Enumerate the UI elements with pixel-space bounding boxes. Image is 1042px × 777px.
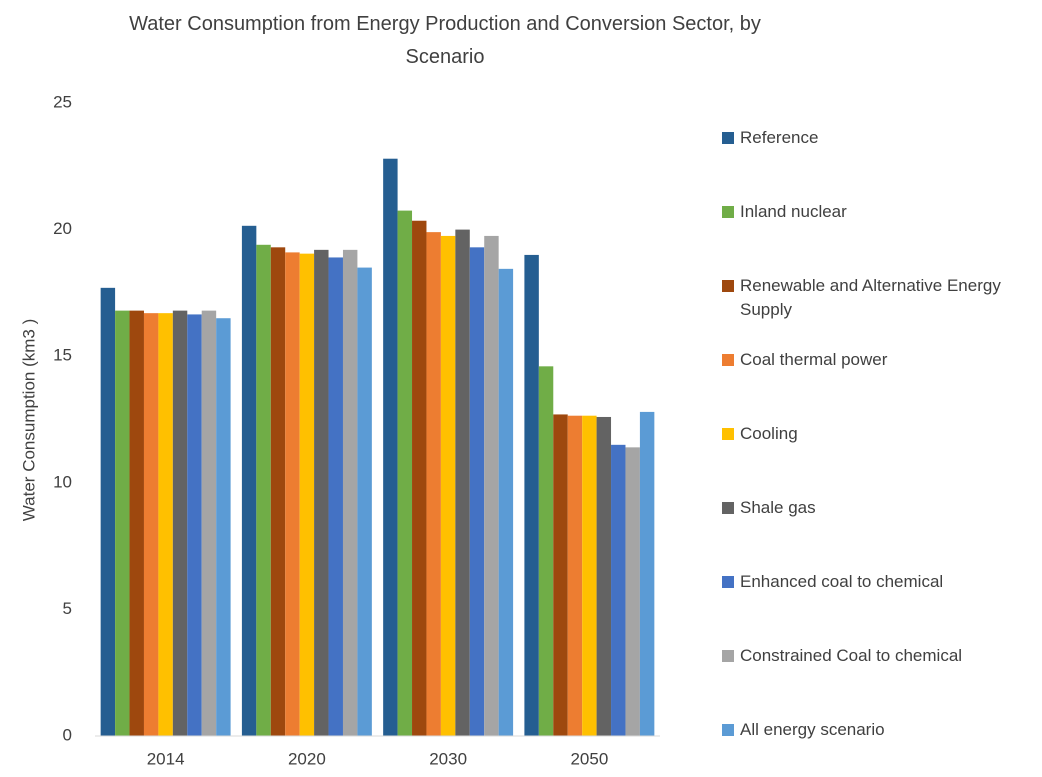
y-tick-label: 10 [53, 472, 72, 491]
bar [328, 257, 343, 736]
bar [469, 247, 485, 736]
legend-label: Inland nuclear [740, 202, 847, 221]
legend-label: Renewable and Alternative Energy Supply [740, 276, 1001, 319]
bar [342, 249, 358, 736]
legend-label: Enhanced coal to chemical [740, 572, 944, 591]
y-tick-label: 20 [53, 219, 72, 238]
legend-item: Shale gas [722, 496, 816, 520]
bar [397, 210, 413, 737]
bar [115, 310, 130, 736]
bar [172, 310, 188, 736]
bar [299, 253, 315, 737]
bar [484, 235, 499, 736]
legend-item: All energy scenario [722, 718, 885, 742]
x-tick-label: 2050 [570, 749, 608, 768]
legend-label: Reference [740, 128, 819, 147]
x-tick-label: 2030 [429, 749, 467, 768]
bar [256, 244, 271, 737]
bar [582, 415, 597, 736]
legend-label: Coal thermal power [740, 350, 888, 369]
bar [412, 220, 427, 736]
legend-swatch [722, 428, 734, 440]
x-tick-label: 2020 [288, 749, 326, 768]
legend-item: Coal thermal power [722, 348, 887, 372]
legend-item: Constrained Coal to chemical [722, 644, 962, 668]
bar [625, 447, 640, 736]
legend-label: Shale gas [740, 498, 816, 517]
bar [270, 247, 286, 736]
bar [241, 225, 257, 736]
legend-item: Renewable and Alternative Energy Supply [722, 274, 1012, 322]
legend-swatch [722, 576, 734, 588]
bar [538, 366, 554, 736]
bar [553, 414, 568, 736]
legend-swatch [722, 354, 734, 366]
bar [357, 267, 372, 736]
bar [498, 268, 514, 736]
legend-label: Cooling [740, 424, 798, 443]
bar [129, 310, 144, 736]
legend-swatch [722, 132, 734, 144]
bar [596, 416, 612, 736]
y-tick-label: 25 [53, 92, 72, 111]
bar [426, 232, 441, 736]
legend-swatch [722, 280, 734, 292]
legend-swatch [722, 724, 734, 736]
bar [216, 318, 231, 736]
bar [639, 411, 655, 736]
legend-label: Constrained Coal to chemical [740, 646, 963, 665]
chart-title: Water Consumption from Energy Production… [129, 13, 761, 68]
bar [158, 313, 173, 736]
bar [187, 314, 202, 736]
bar [383, 158, 398, 737]
legend-item: Cooling [722, 422, 798, 446]
y-axis-label: Water Consumption (km3 ) [19, 319, 38, 521]
bar [201, 310, 217, 736]
bar [524, 254, 539, 737]
bar [314, 249, 329, 736]
legend-swatch [722, 206, 734, 218]
bar [143, 313, 159, 736]
legend-item: Inland nuclear [722, 200, 847, 224]
bar [440, 235, 456, 736]
bar [455, 229, 470, 736]
y-tick-label: 15 [53, 346, 72, 365]
bar [285, 252, 300, 736]
y-tick-label: 0 [63, 725, 72, 744]
legend-label: All energy scenario [740, 720, 885, 739]
bar [567, 415, 583, 736]
legend-swatch [722, 650, 734, 662]
legend-swatch [722, 502, 734, 514]
legend-item: Reference [722, 126, 818, 150]
y-tick-label: 5 [63, 599, 72, 618]
legend-item: Enhanced coal to chemical [722, 570, 943, 594]
x-tick-label: 2014 [147, 749, 185, 768]
bar [100, 287, 116, 736]
bar [611, 444, 626, 736]
